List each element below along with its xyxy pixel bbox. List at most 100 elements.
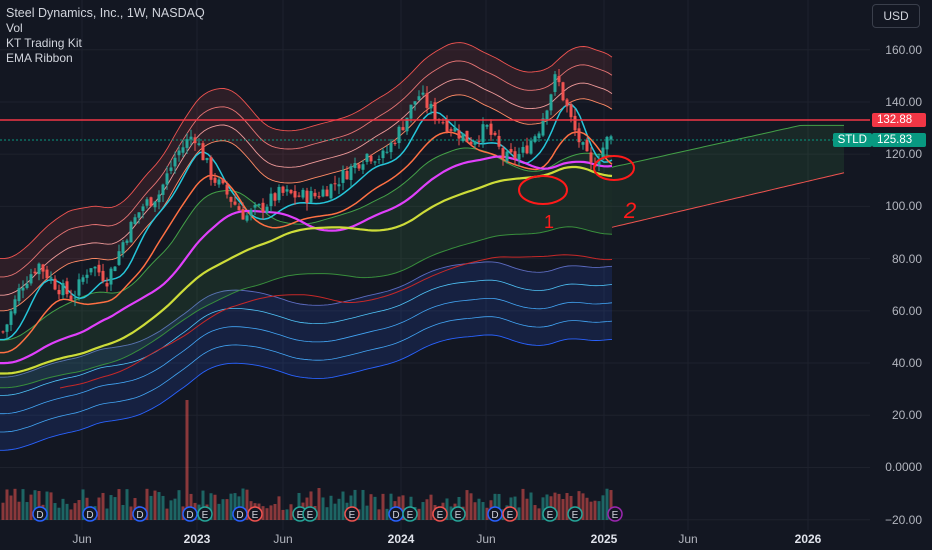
candle-body <box>261 202 265 213</box>
candle-body <box>89 268 93 273</box>
volume-bar <box>377 509 381 520</box>
candle-body <box>301 189 305 198</box>
candle-body <box>377 159 381 161</box>
volume-bar <box>337 498 341 520</box>
currency-button[interactable]: USD <box>872 4 920 28</box>
event-marker <box>402 506 418 522</box>
candle-body <box>57 289 61 295</box>
red-envelope-band <box>0 42 612 311</box>
candle-body <box>485 125 489 127</box>
candle-body <box>77 279 81 296</box>
candle-body <box>29 274 33 284</box>
time-tick: Jun <box>72 532 92 546</box>
volume-bar <box>593 500 597 520</box>
volume-bar <box>121 504 125 520</box>
time-tick: 2024 <box>387 532 415 546</box>
candle-body <box>273 193 277 201</box>
volume-bar <box>245 489 249 520</box>
candle-body <box>289 189 293 194</box>
volume-bar <box>445 498 449 520</box>
volume-bar <box>429 494 433 520</box>
candle-body <box>349 166 353 180</box>
candle-body <box>357 164 361 169</box>
event-marker <box>542 506 558 522</box>
ticker-badge: STLD <box>832 133 872 147</box>
candle-body <box>1 331 5 333</box>
volume-bar <box>33 490 37 520</box>
candle-body <box>73 297 77 299</box>
candle-body <box>333 183 337 185</box>
candle-body <box>33 271 37 274</box>
candle-body <box>105 283 109 287</box>
last-price-badge: 125.83 <box>872 133 926 147</box>
volume-bar <box>201 490 205 520</box>
volume-bar <box>365 505 369 520</box>
candle-body <box>433 102 437 120</box>
volume-bar <box>129 506 133 520</box>
event-marker-label: D <box>136 510 143 521</box>
event-marker <box>502 506 518 522</box>
candle-body <box>13 299 17 314</box>
volume-bar <box>605 488 609 520</box>
volume-bar <box>77 500 81 520</box>
candle-body <box>601 147 605 160</box>
candle-body <box>245 215 249 221</box>
candle-body <box>213 177 217 183</box>
volume-bar <box>425 499 429 520</box>
time-tick: Jun <box>476 532 496 546</box>
blue-channel-line <box>0 279 613 396</box>
price-tick: 80.00 <box>891 252 922 266</box>
indicator-vol[interactable]: Vol <box>6 21 23 35</box>
candle-body <box>197 143 201 145</box>
time-tick: Jun <box>273 532 293 546</box>
candle-body <box>221 179 225 184</box>
symbol-title[interactable]: Steel Dynamics, Inc., 1W, NASDAQ <box>6 6 205 20</box>
candle-body <box>293 191 297 198</box>
candle-body <box>165 173 169 185</box>
volume-bar <box>165 508 169 520</box>
ema-yellow <box>0 165 613 375</box>
candle-body <box>185 139 189 148</box>
resistance-price-badge: 132.88 <box>872 113 926 127</box>
event-marker <box>567 506 583 522</box>
volume-bar <box>609 490 613 520</box>
candle-body <box>409 104 413 119</box>
indicator-kt-trading-kit[interactable]: KT Trading Kit <box>6 36 82 50</box>
candle-body <box>121 242 125 254</box>
candle-body <box>429 103 433 109</box>
candle-body <box>257 203 261 206</box>
event-marker-label: D <box>236 510 243 521</box>
annotation-circle-2 <box>593 155 635 181</box>
cloud-lower-line <box>0 226 613 389</box>
volume-bar <box>73 503 77 520</box>
volume-bar <box>161 495 165 520</box>
annotation-number-2: 2 <box>623 198 636 223</box>
candle-body <box>209 157 213 180</box>
candle-body <box>541 118 545 136</box>
volume-bar <box>585 497 589 520</box>
candle-body <box>425 93 429 108</box>
volume-bar <box>525 498 529 520</box>
candle-body <box>317 196 321 198</box>
candle-body <box>549 94 553 111</box>
event-marker <box>607 506 623 522</box>
red-envelope-line <box>0 78 613 296</box>
volume-bar <box>265 508 269 520</box>
time-tick: 2025 <box>590 532 618 546</box>
chart-legend: Steel Dynamics, Inc., 1W, NASDAQ Vol KT … <box>6 6 205 66</box>
candle-body <box>537 133 541 138</box>
candle-body <box>189 136 193 140</box>
volume-bar <box>317 488 321 520</box>
event-marker <box>197 506 213 522</box>
candle-body <box>321 189 325 197</box>
candle-body <box>181 147 185 153</box>
candle-body <box>229 197 233 202</box>
volume-bar <box>381 493 385 520</box>
indicator-ema-ribbon[interactable]: EMA Ribbon <box>6 51 73 65</box>
volume-bar <box>45 491 49 520</box>
event-marker-label: E <box>612 510 619 521</box>
volume-bar <box>373 496 377 520</box>
volume-bar <box>589 501 593 520</box>
volume-bar <box>37 490 41 520</box>
